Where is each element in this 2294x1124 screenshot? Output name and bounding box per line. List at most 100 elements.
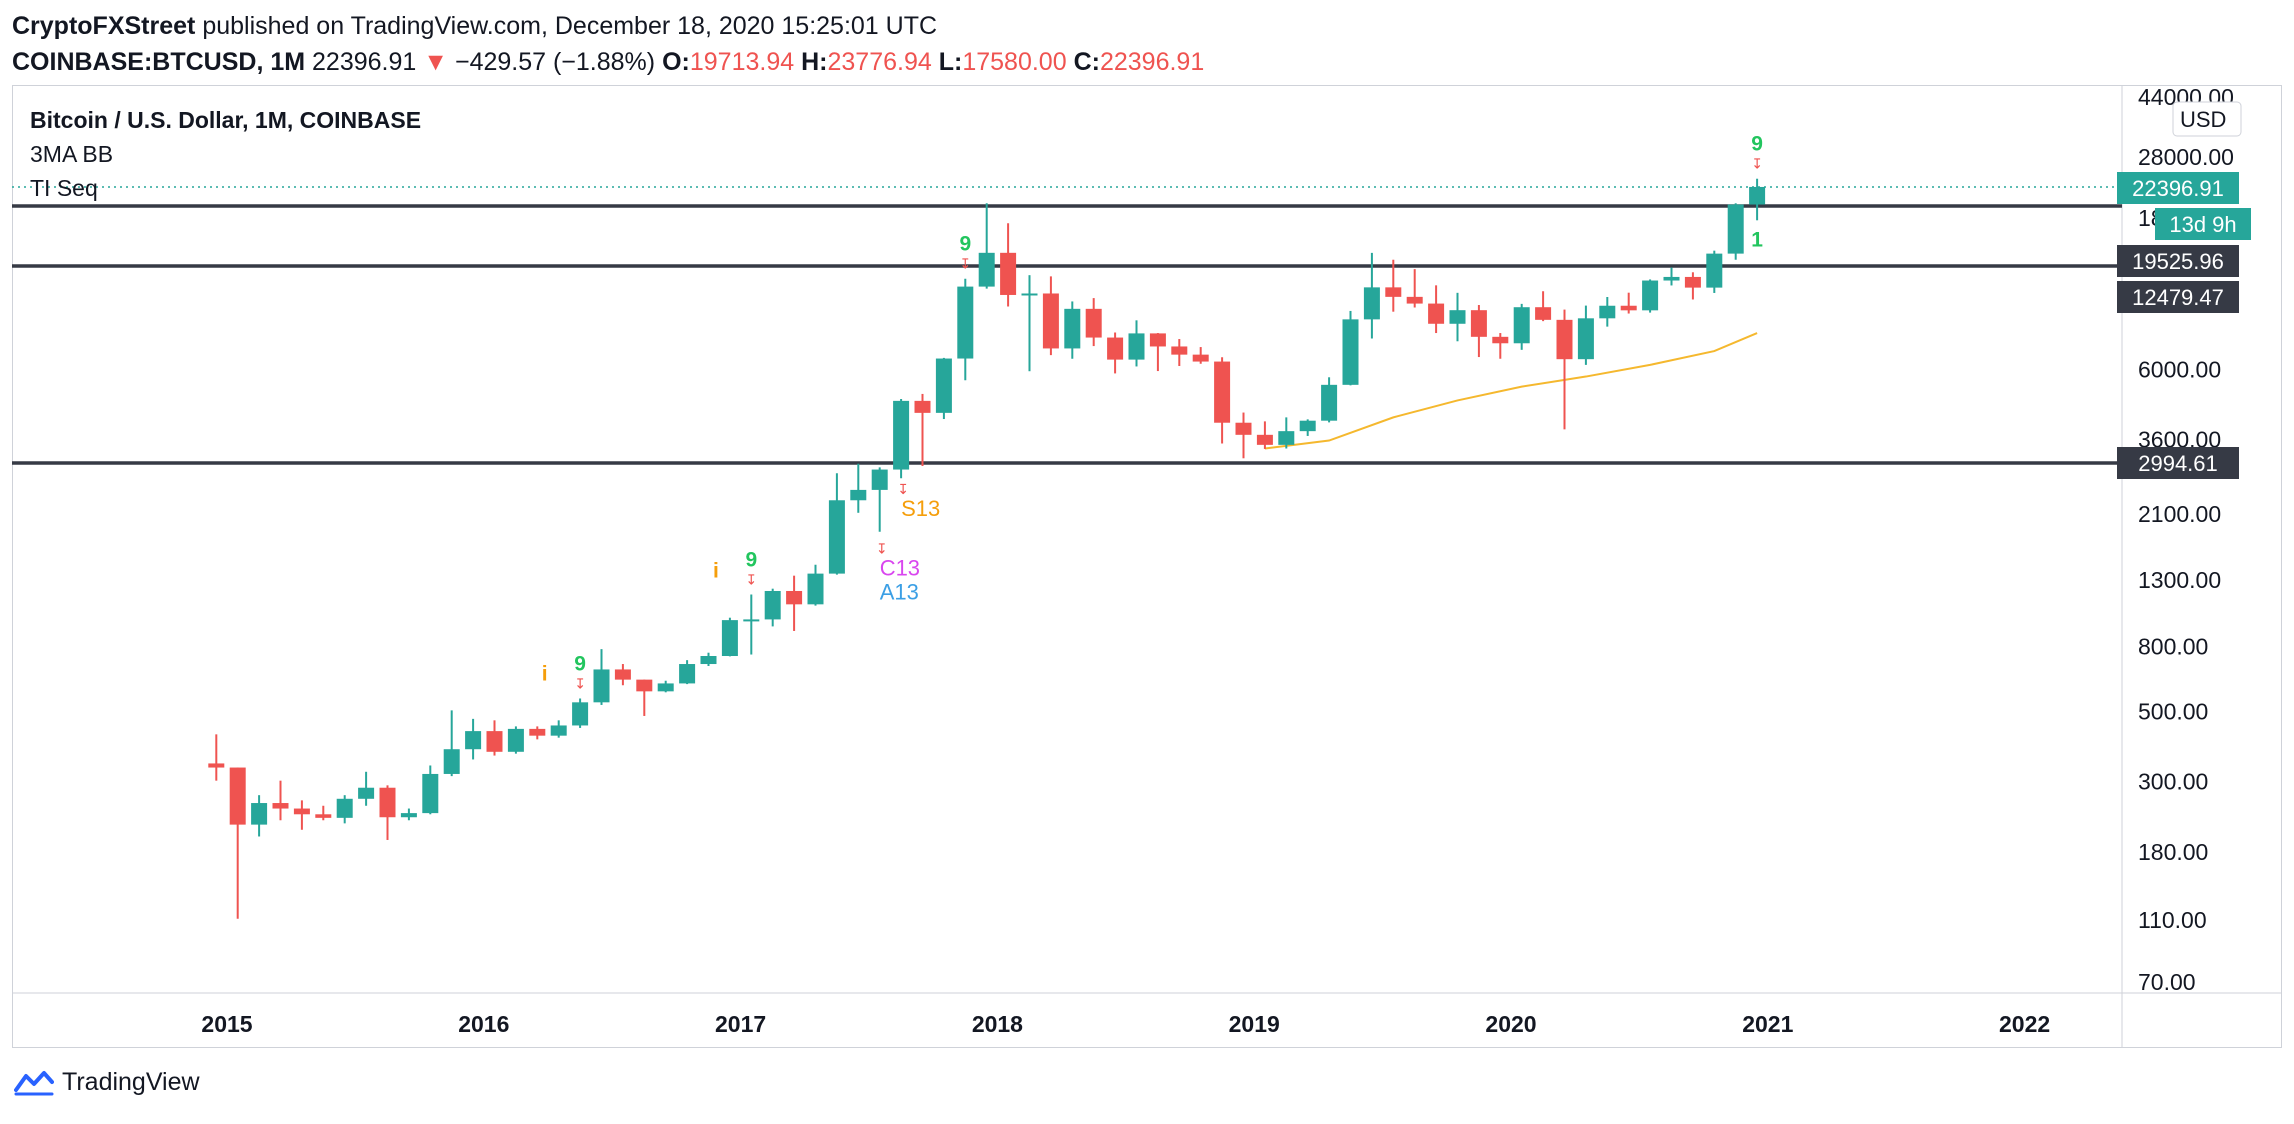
candle-body xyxy=(593,669,610,703)
candle-body xyxy=(486,731,503,752)
candle-body xyxy=(400,813,417,818)
candle-body xyxy=(1706,253,1723,288)
y-tick-label: 70.00 xyxy=(2138,969,2196,995)
x-tick-label: 2022 xyxy=(1999,1011,2050,1037)
tradingview-logo-icon xyxy=(14,1070,54,1095)
candle-body xyxy=(743,619,760,622)
y-tick-label: 800.00 xyxy=(2138,634,2208,660)
candle-body xyxy=(229,767,246,825)
candle-body xyxy=(935,358,952,413)
candle-body xyxy=(914,400,931,413)
x-tick-label: 2017 xyxy=(715,1011,766,1037)
candle-body xyxy=(957,286,974,359)
candle-body xyxy=(1599,305,1616,319)
x-tick-label: 2016 xyxy=(458,1011,509,1037)
close-value: 22396.91 xyxy=(1099,48,1205,76)
currency-label: USD xyxy=(2180,107,2226,132)
candle-body xyxy=(572,702,589,726)
candle-body xyxy=(208,763,225,768)
price-axis-label: 13d 9h xyxy=(2169,212,2236,237)
candle-body xyxy=(1171,346,1188,355)
high-value: 23776.94 xyxy=(827,48,932,76)
sequential-setup-label: A13 xyxy=(880,579,919,604)
candle-body xyxy=(1128,333,1145,360)
candle-body xyxy=(1192,354,1209,362)
candle-body xyxy=(507,728,524,752)
currency-box xyxy=(2172,101,2242,137)
chart-frame xyxy=(12,85,2282,1048)
candle-body xyxy=(764,590,781,620)
footer-brand[interactable]: TradingView xyxy=(14,1068,200,1097)
candle-body xyxy=(807,573,824,605)
candle-body xyxy=(1470,310,1487,337)
candle-body xyxy=(1492,336,1509,344)
candle-body xyxy=(636,679,653,692)
candle-body xyxy=(272,803,289,809)
published-text: published on TradingView.com, December 1… xyxy=(202,12,938,40)
candle-body xyxy=(1642,280,1659,311)
sequential-arrow-icon: ↧ xyxy=(876,542,888,558)
candle-body xyxy=(1556,319,1573,360)
price-axis-label: 19525.96 xyxy=(2132,249,2224,274)
candle-body xyxy=(700,656,717,665)
sequential-arrow-icon: ↧ xyxy=(745,572,757,588)
low-label: L: xyxy=(938,48,963,76)
open-value: 19713.94 xyxy=(689,48,795,76)
candle-body xyxy=(529,728,546,736)
moving-average-line xyxy=(1264,332,1758,450)
candle-body xyxy=(657,683,674,692)
candle-body xyxy=(1449,310,1466,324)
candle-body xyxy=(358,787,375,799)
candle-body xyxy=(1085,308,1102,338)
candle-body xyxy=(614,669,631,680)
candle-body xyxy=(1577,318,1594,360)
close-label: C: xyxy=(1073,48,1100,76)
y-tick-label: 180.00 xyxy=(2138,839,2208,865)
candle-body xyxy=(1235,422,1252,435)
publisher-name[interactable]: CryptoFXStreet xyxy=(12,12,196,40)
candle-body xyxy=(1064,308,1081,349)
price-axis-label-box xyxy=(2117,245,2239,277)
y-tick-label: 500.00 xyxy=(2138,698,2208,724)
ohlc-line: COINBASE:BTCUSD, 1M 22396.91 ▼ −429.57 (… xyxy=(12,44,1204,80)
price-axis-label: 12479.47 xyxy=(2132,285,2224,310)
sequential-count-label: i xyxy=(713,560,719,583)
candle-body xyxy=(443,749,460,774)
candle-body xyxy=(1256,434,1273,445)
x-tick-label: 2018 xyxy=(972,1011,1023,1037)
legend-indicator-seq[interactable]: TI Seq xyxy=(30,175,98,201)
candle-body xyxy=(293,808,310,815)
last-price: 22396.91 xyxy=(312,48,417,76)
price-axis-label-box xyxy=(2117,172,2239,204)
candle-body xyxy=(1000,252,1017,295)
candle-body xyxy=(1278,431,1295,445)
y-tick-label: 1300.00 xyxy=(2138,567,2221,593)
legend-title: Bitcoin / U.S. Dollar, 1M, COINBASE xyxy=(30,107,422,133)
price-axis-label-box xyxy=(2117,281,2239,313)
sequential-arrow-icon: ↧ xyxy=(897,482,909,498)
candle-body xyxy=(1535,307,1552,320)
candle-body xyxy=(828,500,845,574)
candle-body xyxy=(679,664,696,684)
sequential-count-label: 9 xyxy=(574,652,586,675)
sequential-setup-label: C13 xyxy=(880,556,920,581)
down-arrow-icon: ▼ xyxy=(423,48,449,76)
price-axis-label-box xyxy=(2155,208,2251,240)
candle-body xyxy=(1663,276,1680,281)
candle-body xyxy=(1299,420,1316,432)
candle-body xyxy=(871,469,888,490)
sequential-arrow-icon: ↧ xyxy=(959,257,971,273)
candle-body xyxy=(1727,204,1744,254)
price-axis-label: 2994.61 xyxy=(2138,451,2218,476)
sequential-arrow-icon: ↧ xyxy=(574,676,586,692)
x-tick-label: 2015 xyxy=(201,1011,252,1037)
y-tick-label: 110.00 xyxy=(2138,907,2207,933)
candle-body xyxy=(1385,287,1402,297)
legend-indicator-bb[interactable]: 3MA BB xyxy=(30,141,114,167)
y-tick-label: 28000.00 xyxy=(2138,144,2234,170)
price-axis-label: 22396.91 xyxy=(2132,176,2224,201)
sequential-arrow-icon: ↧ xyxy=(1751,157,1763,173)
candle-body xyxy=(315,814,332,818)
candle-body xyxy=(1342,319,1359,385)
